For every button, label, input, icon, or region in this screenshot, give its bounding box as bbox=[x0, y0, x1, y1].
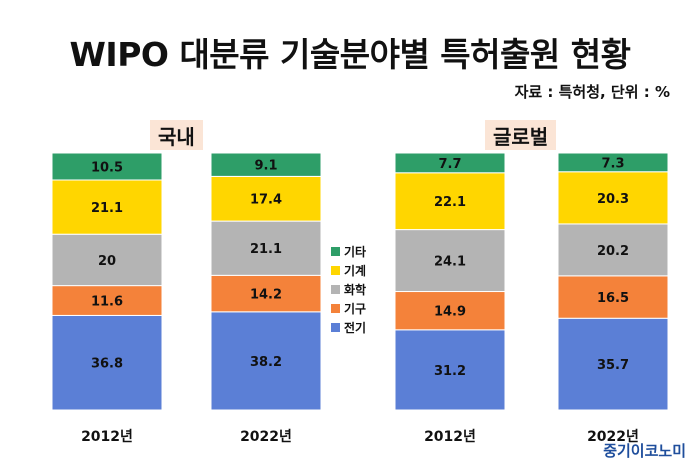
legend-label-화학: 화학 bbox=[344, 282, 366, 297]
data-label-3-전기: 31.2 bbox=[434, 364, 466, 379]
bar-segment-4-전기 bbox=[557, 317, 669, 411]
data-label-1-기계: 21.1 bbox=[91, 201, 123, 216]
source-note: 자료 : 특허청, 단위 : % bbox=[514, 83, 670, 101]
data-label-1-화학: 20 bbox=[98, 254, 116, 269]
bar-segment-4-화학 bbox=[557, 223, 669, 277]
data-label-3-기계: 22.1 bbox=[434, 195, 466, 210]
data-label-4-화학: 20.2 bbox=[597, 244, 629, 259]
group-label-global: 글로벌 bbox=[485, 120, 557, 150]
data-label-2-기타: 9.1 bbox=[254, 159, 277, 174]
data-label-1-기타: 10.5 bbox=[91, 160, 123, 175]
bar-segment-1-화학 bbox=[51, 233, 163, 287]
legend-label-기타: 기타 bbox=[344, 244, 366, 259]
bar-segment-4-기구 bbox=[557, 275, 669, 319]
bar-segment-2-기구 bbox=[210, 274, 322, 313]
data-label-2-기구: 14.2 bbox=[250, 288, 282, 303]
data-label-2-화학: 21.1 bbox=[250, 242, 282, 257]
data-label-3-기구: 14.9 bbox=[434, 305, 466, 320]
x-tick-label-1: 2012년 bbox=[81, 429, 133, 445]
bar-segment-2-화학 bbox=[210, 220, 322, 276]
bar-segment-3-전기 bbox=[394, 329, 506, 411]
bar-segment-2-기계 bbox=[210, 175, 322, 222]
legend-swatch-기계 bbox=[331, 266, 340, 275]
legend-swatch-기구 bbox=[331, 304, 340, 313]
bar-segment-3-기타 bbox=[394, 152, 506, 174]
legend-swatch-기타 bbox=[331, 247, 340, 256]
bar-segment-3-기계 bbox=[394, 172, 506, 231]
bar-segment-1-기타 bbox=[51, 152, 163, 181]
x-tick-label-3: 2012년 bbox=[424, 429, 476, 445]
chart-title: WIPO 대분류 기술분야별 특허출원 현황 bbox=[69, 35, 631, 74]
x-tick-label-4: 2022년 bbox=[587, 429, 639, 445]
data-label-4-기타: 7.3 bbox=[601, 156, 624, 171]
data-label-3-화학: 24.1 bbox=[434, 255, 466, 270]
legend-label-기구: 기구 bbox=[344, 301, 366, 316]
legend-swatch-화학 bbox=[331, 285, 340, 294]
data-label-3-기타: 7.7 bbox=[438, 157, 461, 172]
legend-label-전기: 전기 bbox=[344, 320, 366, 335]
bar-segment-4-기계 bbox=[557, 171, 669, 225]
bar-segment-1-전기 bbox=[51, 314, 163, 411]
data-label-4-기계: 20.3 bbox=[597, 192, 629, 207]
legend-swatch-전기 bbox=[331, 323, 340, 332]
publisher-watermark: 중기이코노미 bbox=[603, 442, 686, 460]
bar-segment-2-전기 bbox=[210, 311, 322, 411]
data-label-4-전기: 35.7 bbox=[597, 358, 629, 373]
bar-segment-3-기구 bbox=[394, 291, 506, 331]
data-label-1-전기: 36.8 bbox=[91, 357, 123, 372]
bar-segment-4-기타 bbox=[557, 152, 669, 173]
data-label-1-기구: 11.6 bbox=[91, 295, 123, 310]
group-label-domestic: 국내 bbox=[150, 120, 203, 150]
data-label-4-기구: 16.5 bbox=[597, 291, 629, 306]
data-label-2-기계: 17.4 bbox=[250, 193, 282, 208]
legend-label-기계: 기계 bbox=[344, 263, 366, 278]
bar-segment-2-기타 bbox=[210, 152, 322, 177]
data-label-2-전기: 38.2 bbox=[250, 355, 282, 370]
x-tick-label-2: 2022년 bbox=[240, 429, 292, 445]
